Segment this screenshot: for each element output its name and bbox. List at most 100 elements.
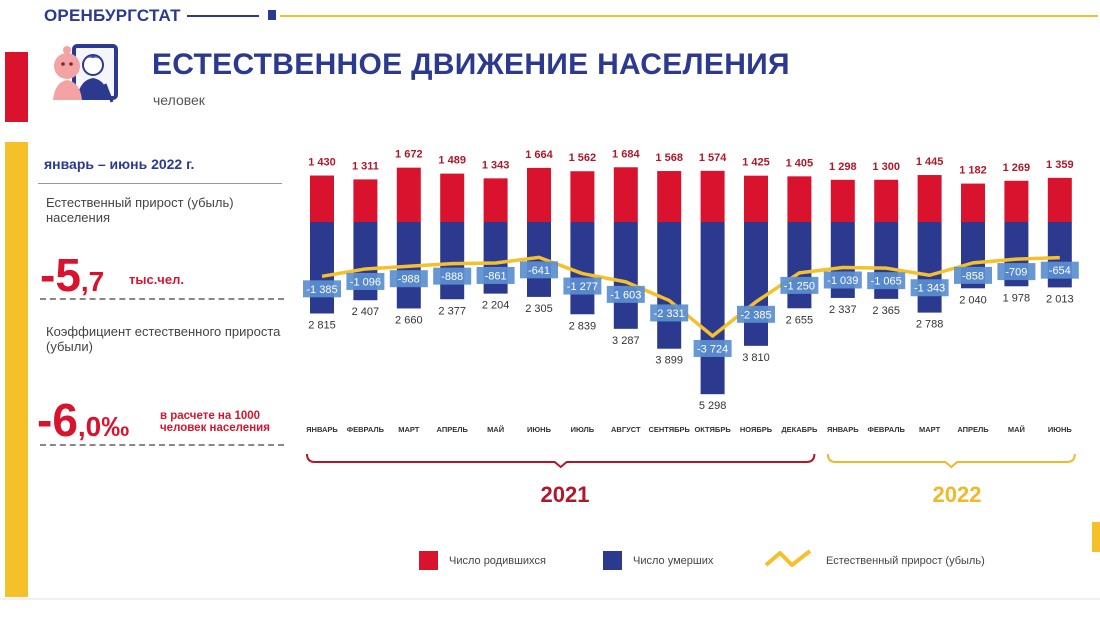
legend-births: Число родившихся [449, 555, 546, 567]
growth-label-bg [867, 272, 906, 290]
label-deaths: 2 655 [786, 314, 814, 326]
growth-label-bg [563, 277, 602, 295]
year-label-2021: 2021 [540, 482, 590, 507]
growth-label-bg [954, 266, 992, 284]
label-deaths: 3 810 [742, 352, 770, 364]
label-births: 1 300 [872, 161, 900, 173]
tick-label: ИЮНЬ [527, 425, 552, 434]
bar-deaths [787, 222, 812, 309]
label-deaths: 3 287 [612, 335, 640, 347]
legend-growth: Естественный прирост (убыль) [826, 555, 985, 567]
bar-births [396, 167, 421, 222]
label-deaths: 2 204 [482, 300, 510, 312]
bar-births [744, 175, 768, 222]
bar-births [613, 167, 638, 222]
bar-deaths [744, 222, 768, 346]
accent-bar-right [1092, 522, 1100, 552]
coefficient-int: -6 [37, 394, 78, 446]
tick-label: АПРЕЛЬ [437, 425, 469, 434]
natural-growth-unit: тыс.чел. [129, 272, 184, 287]
growth-label-bg [737, 305, 775, 323]
label-births: 1 425 [742, 157, 770, 169]
label-deaths: 2 815 [308, 319, 336, 331]
tick-label: МАРТ [398, 425, 420, 434]
tick-label: ОКТЯБРЬ [694, 425, 731, 434]
label-growth: -861 [485, 270, 507, 282]
tick-label: МАРТ [919, 425, 941, 434]
label-growth: -1 343 [914, 283, 945, 295]
label-deaths: 2 305 [525, 303, 553, 315]
bar-births [353, 179, 378, 222]
label-deaths: 2 788 [916, 319, 944, 331]
header-line-blue [187, 15, 259, 17]
label-deaths: 2 013 [1046, 293, 1074, 305]
label-births: 1 574 [699, 152, 727, 164]
label-births: 1 298 [829, 161, 857, 173]
natural-growth-dec: ,7 [80, 266, 105, 297]
label-deaths: 5 298 [699, 400, 727, 412]
label-births: 1 182 [959, 165, 987, 177]
label-births: 1 664 [525, 149, 553, 161]
label-deaths: 2 365 [872, 305, 900, 317]
natural-growth-int: -5 [40, 249, 81, 301]
label-deaths: 2 407 [352, 306, 380, 318]
dashed-divider [40, 298, 284, 300]
bar-births [917, 175, 942, 222]
label-deaths: 2 377 [438, 305, 466, 317]
bar-births [700, 170, 725, 222]
label-growth: -654 [1049, 265, 1071, 277]
coefficient-dec: ,0‰ [77, 411, 130, 442]
label-growth: -1 065 [871, 276, 902, 288]
growth-label-bg [389, 270, 428, 288]
accent-bar-red [5, 52, 28, 122]
tick-label: МАЙ [1008, 425, 1025, 434]
bar-births [961, 183, 985, 222]
legend-deaths: Число умерших [633, 555, 714, 567]
label-births: 1 489 [438, 155, 466, 167]
bar-deaths [310, 222, 334, 314]
bar-births [527, 167, 551, 222]
label-growth: -1 096 [350, 276, 381, 288]
bar-deaths [613, 222, 638, 329]
growth-label-bg [997, 263, 1036, 281]
family-icon [53, 44, 118, 103]
legend-swatch-deaths [603, 551, 622, 570]
growth-label-bg [476, 266, 515, 284]
label-deaths: 1 978 [1003, 292, 1031, 304]
natural-growth-label: Естественный прирост (убыль) населения [46, 195, 234, 225]
label-deaths: 3 899 [655, 355, 683, 367]
header-square [268, 10, 276, 20]
tick-label: СЕНТЯБРЬ [648, 425, 690, 434]
label-growth: -2 385 [740, 309, 771, 321]
label-births: 1 562 [569, 152, 597, 164]
tick-label: НОЯБРЬ [740, 425, 773, 434]
legend-swatch-growth [764, 549, 812, 567]
divider [38, 183, 282, 184]
label-births: 1 269 [1003, 162, 1031, 174]
label-births: 1 311 [352, 160, 379, 172]
label-births: 1 405 [786, 157, 814, 169]
label-growth: -988 [398, 274, 420, 286]
label-growth: -858 [962, 270, 984, 282]
growth-label-bg [650, 304, 689, 322]
bar-deaths [570, 222, 595, 315]
footer-line [0, 598, 1100, 600]
label-growth: -709 [1005, 267, 1027, 279]
label-growth: -1 277 [567, 281, 598, 293]
year-brace [826, 453, 1076, 469]
page-title: ЕСТЕСТВЕННОЕ ДВИЖЕНИЕ НАСЕЛЕНИЯ [152, 48, 790, 81]
bar-deaths [700, 222, 725, 395]
year-brace [306, 453, 816, 469]
summary-period: январь – июнь 2022 г. [44, 156, 195, 172]
bar-births [310, 175, 334, 222]
label-growth: -888 [441, 271, 463, 283]
line-growth [321, 255, 1060, 338]
natural-growth-value: -5,7 [40, 248, 104, 302]
growth-label-bg [303, 280, 341, 298]
tick-label: ИЮНЬ [1048, 425, 1073, 434]
tick-label: ЯНВАРЬ [827, 425, 859, 434]
label-growth: -641 [528, 265, 550, 277]
label-births: 1 568 [655, 152, 683, 164]
coefficient-note: в расчете на 1000 человек населения [160, 410, 270, 434]
bar-births [1004, 180, 1029, 222]
